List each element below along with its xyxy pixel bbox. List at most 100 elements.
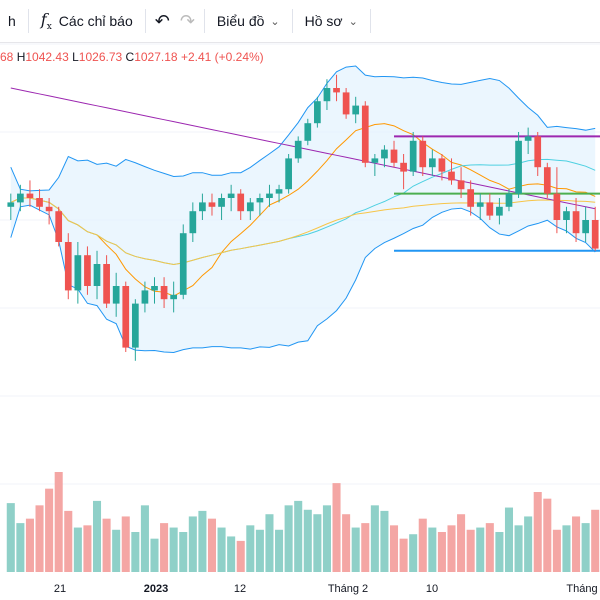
- candle-body: [294, 140, 302, 159]
- candle-body: [7, 202, 15, 207]
- volume-bar: [399, 538, 408, 572]
- volume-bar: [447, 525, 456, 572]
- volume-bar: [476, 527, 485, 572]
- volume-bar: [160, 523, 169, 572]
- candle-body: [256, 198, 264, 203]
- volume-bar: [265, 514, 274, 572]
- ohlc-open: 68: [0, 50, 14, 64]
- bollinger-lower-line: [10, 204, 596, 354]
- candle-body: [84, 255, 91, 286]
- volume-bar: [179, 532, 188, 572]
- candle-body: [409, 140, 417, 172]
- volume-bar: [255, 529, 264, 572]
- candle-body: [371, 158, 379, 163]
- volume-bar: [572, 516, 581, 572]
- volume-bar: [275, 529, 284, 572]
- candle-body: [323, 88, 331, 102]
- volume-bar: [485, 523, 494, 572]
- redo-icon[interactable]: ↷: [179, 10, 195, 31]
- top-toolbar: h fx Các chỉ báo ↶ ↷ Biểu đồ ⌄ Hồ sơ ⌄: [0, 0, 600, 43]
- volume-bar: [6, 503, 15, 572]
- volume-bar: [342, 514, 351, 572]
- candle-body: [572, 211, 580, 234]
- x-tick-label: 10: [426, 583, 438, 595]
- volume-bar: [102, 518, 111, 572]
- x-tick-label: Tháng: [566, 583, 597, 595]
- interval-button[interactable]: h: [0, 0, 24, 42]
- candle-body: [275, 189, 283, 194]
- volume-bar: [45, 488, 54, 572]
- candle-body: [74, 255, 82, 291]
- volume-bar: [112, 529, 121, 572]
- ma-yellow-line: [10, 197, 596, 265]
- ma-orange-line: [10, 123, 596, 297]
- ohlc-close: 1027.18: [134, 50, 178, 64]
- candle-body: [179, 233, 187, 295]
- chevron-down-icon: ⌄: [348, 15, 358, 28]
- candle-body: [237, 193, 245, 212]
- candle-body: [419, 140, 427, 168]
- undo-icon[interactable]: ↶: [154, 10, 170, 31]
- volume-bar: [131, 532, 140, 572]
- candle-body: [304, 123, 312, 141]
- toolbar-divider: [369, 9, 371, 33]
- x-tick-label: 12: [234, 583, 246, 595]
- volume-bar: [361, 523, 370, 572]
- chevron-down-icon: ⌄: [270, 15, 280, 28]
- volume-bar: [169, 527, 178, 572]
- volume-bar: [543, 498, 552, 572]
- chart-type-button[interactable]: Biểu đồ ⌄: [209, 0, 288, 42]
- candle-body: [246, 202, 254, 212]
- candle-body: [103, 264, 110, 304]
- volume-bar: [437, 532, 446, 572]
- candle-body: [227, 193, 235, 198]
- volume-bar: [533, 492, 542, 572]
- volume-bar: [54, 472, 63, 572]
- volume-bar: [236, 540, 245, 572]
- volume-bar: [140, 505, 149, 572]
- price-chart[interactable]: 21 2023 12 Tháng 2 10 Tháng: [0, 42, 600, 600]
- profile-button[interactable]: Hồ sơ ⌄: [297, 0, 366, 42]
- candle-body: [141, 290, 149, 304]
- bollinger-upper-line: [10, 65, 596, 192]
- toolbar-divider: [144, 9, 146, 33]
- candle-body: [428, 158, 436, 168]
- volume-bar: [380, 510, 389, 572]
- candle-body: [314, 101, 321, 124]
- candle-body: [400, 162, 407, 172]
- ohlc-change: +2.41 (+0.24%): [180, 50, 264, 64]
- candle-body: [515, 140, 522, 194]
- candle-body: [524, 136, 532, 141]
- candle-body: [591, 220, 599, 249]
- volume-bar: [428, 527, 437, 572]
- function-icon: fx: [40, 9, 52, 33]
- chart-type-label: Biểu đồ: [216, 13, 265, 29]
- indicators-button[interactable]: fx Các chỉ báo: [33, 0, 141, 42]
- candle-body: [361, 105, 369, 163]
- volume-bar: [303, 509, 312, 572]
- candle-body: [112, 286, 120, 304]
- candle-body: [553, 193, 561, 220]
- candle-body: [352, 105, 360, 115]
- volume-bar: [294, 500, 303, 572]
- candle-body: [151, 286, 158, 291]
- candle-body: [342, 92, 350, 115]
- toolbar-divider: [291, 9, 293, 33]
- candle-body: [160, 286, 168, 300]
- volume-bar: [581, 523, 590, 572]
- x-tick-label: Tháng 2: [328, 583, 368, 595]
- volume-bar: [207, 518, 217, 572]
- volume-bar: [217, 527, 226, 572]
- ohlc-low: 1026.73: [78, 50, 123, 64]
- candle-body: [390, 149, 398, 163]
- candle-body: [199, 202, 206, 212]
- volume-bar: [83, 525, 92, 572]
- candle-body: [285, 158, 292, 190]
- volume-bar: [409, 534, 418, 572]
- volume-bar: [562, 525, 571, 572]
- volume-bar: [188, 516, 197, 572]
- interval-label: h: [8, 13, 16, 29]
- volume-bar: [351, 527, 360, 572]
- candle-body: [170, 294, 178, 300]
- volume-bar: [504, 507, 514, 572]
